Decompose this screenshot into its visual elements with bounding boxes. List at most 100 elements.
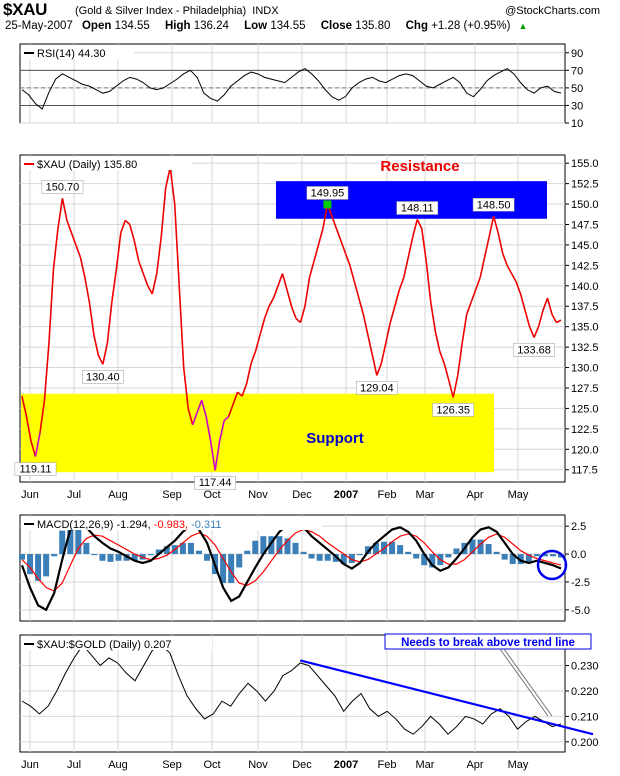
price-segment-51: [245, 363, 252, 385]
price-segment-110: [510, 273, 517, 283]
price-x-label-5: Nov: [248, 489, 268, 501]
price-annotation-3: 117.44: [199, 477, 232, 489]
price-segment-17: [93, 334, 100, 356]
rsi-axis-tick-label-4: 10: [571, 118, 583, 130]
macd-histogram-bar-60: [501, 554, 508, 560]
ratio-panel: [19, 634, 566, 753]
macd-histogram-bar-2: [35, 554, 42, 581]
price-segment-7: [48, 269, 55, 344]
price-segment-89: [416, 219, 423, 229]
close-value: 135.80: [355, 20, 391, 32]
price-x-label-3: Sep: [162, 489, 182, 501]
price-axis-tick-label-15: 117.5: [571, 465, 598, 477]
price-segment-84: [394, 289, 401, 307]
price-segment-72: [340, 240, 347, 254]
price-segment-10: [61, 198, 68, 221]
macd-axis-tick-label-3: -5.0: [571, 605, 590, 617]
ratio-x-label-0: Jun: [21, 759, 39, 771]
macd-histogram-bar-4: [51, 554, 58, 557]
price-annotation-9: 133.68: [517, 344, 551, 356]
ratio-x-label-7: 2007: [334, 759, 358, 771]
macd-highlight-circle: [536, 549, 568, 581]
macd-histogram-bar-36: [308, 554, 315, 559]
macd-legend-bg: [22, 517, 322, 530]
price-segment-64: [304, 277, 311, 307]
ratio-x-label-3: Sep: [162, 759, 182, 771]
price-segment-16: [88, 302, 95, 335]
price-annotation-box-6: [396, 201, 439, 215]
ratio-axis-tick-label-3: 0.200: [571, 737, 599, 749]
price-axis-tick-label-0: 155.0: [571, 158, 599, 170]
price-legend-value: 135.80: [104, 159, 138, 171]
price-segment-34: [169, 167, 176, 205]
macd-histogram-bar-9: [91, 554, 98, 556]
price-segment-5: [39, 400, 46, 434]
ratio-x-label-6: Dec: [292, 759, 312, 771]
price-segment-74: [349, 265, 356, 282]
macd-histogram-bar-54: [453, 548, 460, 555]
macd-histogram-bar-37: [316, 554, 323, 561]
price-axis-tick-label-2: 150.0: [571, 199, 599, 211]
price-segment-27: [138, 260, 145, 274]
macd-histogram-bar-57: [477, 539, 484, 555]
price-annotation-box-3: [194, 475, 236, 490]
trend-callout-pointer-a: [499, 648, 549, 717]
price-annotation-8: 148.50: [477, 199, 511, 211]
price-segment-12: [70, 232, 77, 246]
price-segment-105: [488, 216, 495, 237]
price-axis-tick-label-3: 147.5: [571, 219, 599, 231]
ratio-x-label-11: May: [508, 759, 529, 771]
ratio-x-label-5: Nov: [248, 759, 268, 771]
macd-histogram-bar-64: [533, 554, 540, 557]
macd-histogram-bar-38: [324, 554, 331, 561]
price-segment-41: [200, 400, 207, 417]
macd-histogram-bar-11: [107, 554, 114, 562]
macd-legend-value-2: -0.311: [191, 519, 221, 531]
macd-histogram-bar-33: [284, 538, 291, 555]
macd-histogram-bar-62: [517, 554, 524, 565]
ratio-axis-tick-label-2: 0.210: [571, 711, 599, 723]
rsi-axis-tick-label-2: 50: [571, 83, 583, 95]
price-segment-4: [34, 432, 41, 457]
price-segment-107: [497, 232, 504, 254]
price-segment-33: [164, 167, 172, 188]
macd-histogram-bar-30: [260, 536, 267, 555]
price-annotation-4: 149.95: [311, 187, 345, 199]
macd-histogram-bar-12: [115, 554, 122, 561]
price-segment-95: [443, 363, 450, 381]
price-x-label-9: Mar: [416, 489, 435, 501]
price-axis-tick-label-8: 135.0: [571, 322, 599, 334]
macd-histogram-bar-10: [99, 554, 106, 561]
ratio-legend-value: 0.207: [144, 639, 172, 651]
price-x-label-11: May: [508, 489, 529, 501]
ratio-x-label-8: Feb: [378, 759, 397, 771]
price-segment-115: [533, 326, 540, 338]
macd-histogram-bar-58: [485, 544, 492, 555]
price-segment-94: [438, 350, 445, 364]
macd-histogram-bar-61: [509, 554, 516, 565]
low-readout: Low 134.55: [244, 20, 311, 32]
price-x-label-7: 2007: [334, 489, 358, 501]
symbol-description: (Gold & Silver Index - Philadelphia): [75, 5, 247, 17]
macd-histogram-bar-16: [147, 554, 154, 556]
price-segment-67: [317, 228, 324, 246]
price-segment-106: [492, 216, 499, 233]
price-segment-23: [120, 220, 127, 233]
ratio-legend-bg: [22, 637, 212, 650]
price-x-label-2: Aug: [108, 489, 128, 501]
chart-symbol-name: (Gold & Silver Index - Philadelphia) IND…: [72, 5, 279, 17]
price-segment-59: [281, 273, 288, 291]
low-label: Low: [244, 20, 268, 32]
price-segment-15: [84, 277, 91, 303]
price-segment-81: [380, 342, 387, 364]
ratio-axis-tick-label-1: 0.220: [571, 686, 599, 698]
price-segment-32: [160, 187, 167, 237]
macd-histogram-bar-63: [525, 554, 532, 562]
macd-histogram-bar-48: [405, 551, 412, 555]
macd-legend-value-0: -1.294,: [116, 519, 153, 531]
macd-histogram-bar-28: [244, 550, 251, 555]
price-annotation-box-7: [432, 403, 475, 417]
change-value: +1.28 (+0.95%): [431, 20, 511, 32]
price-annotation-box-9: [513, 343, 555, 357]
price-annotation-2: 119.11: [19, 464, 51, 476]
